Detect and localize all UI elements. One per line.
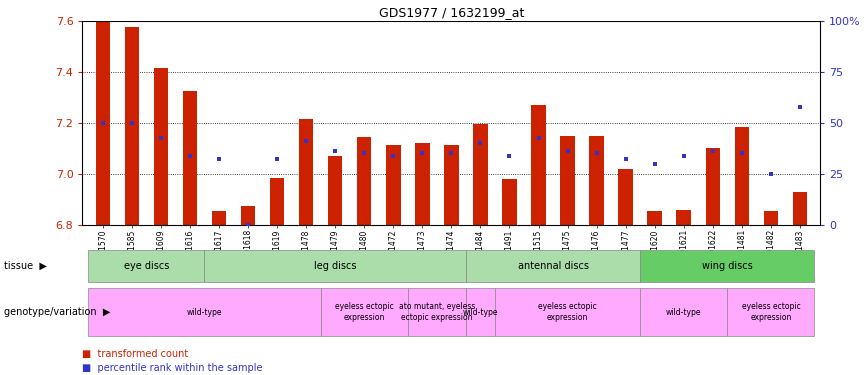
Bar bbox=[618, 169, 633, 225]
Text: wild-type: wild-type bbox=[463, 308, 498, 316]
Bar bbox=[764, 211, 778, 225]
Title: GDS1977 / 1632199_at: GDS1977 / 1632199_at bbox=[378, 6, 524, 20]
Bar bbox=[444, 144, 458, 225]
Bar bbox=[706, 148, 720, 225]
Bar bbox=[641, 288, 727, 336]
Bar bbox=[270, 178, 285, 225]
Text: wild-type: wild-type bbox=[666, 308, 701, 316]
Bar bbox=[89, 250, 205, 282]
Bar bbox=[386, 144, 400, 225]
Bar bbox=[676, 210, 691, 225]
Bar bbox=[205, 250, 466, 282]
Text: antennal discs: antennal discs bbox=[517, 261, 589, 271]
Bar bbox=[320, 288, 408, 336]
Bar bbox=[357, 137, 372, 225]
Text: eye discs: eye discs bbox=[123, 261, 169, 271]
Bar bbox=[560, 136, 575, 225]
Bar bbox=[182, 91, 197, 225]
Bar bbox=[473, 124, 488, 225]
Bar bbox=[495, 288, 641, 336]
Text: tissue  ▶: tissue ▶ bbox=[4, 261, 47, 271]
Bar bbox=[648, 211, 662, 225]
Bar bbox=[503, 179, 516, 225]
Bar bbox=[240, 206, 255, 225]
Bar bbox=[408, 288, 466, 336]
Text: ■  percentile rank within the sample: ■ percentile rank within the sample bbox=[82, 363, 263, 373]
Bar bbox=[328, 156, 343, 225]
Bar bbox=[727, 288, 814, 336]
Text: ato mutant, eyeless
ectopic expression: ato mutant, eyeless ectopic expression bbox=[398, 303, 475, 322]
Bar bbox=[212, 211, 227, 225]
Bar bbox=[89, 288, 320, 336]
Text: wild-type: wild-type bbox=[187, 308, 222, 316]
Text: eyeless ectopic
expression: eyeless ectopic expression bbox=[335, 303, 393, 322]
Bar bbox=[466, 250, 641, 282]
Text: eyeless ectopic
expression: eyeless ectopic expression bbox=[538, 303, 597, 322]
Text: leg discs: leg discs bbox=[314, 261, 357, 271]
Text: eyeless ectopic
expression: eyeless ectopic expression bbox=[741, 303, 800, 322]
Bar bbox=[154, 68, 168, 225]
Text: genotype/variation  ▶: genotype/variation ▶ bbox=[4, 307, 111, 317]
Text: ■  transformed count: ■ transformed count bbox=[82, 350, 188, 359]
Text: wing discs: wing discs bbox=[702, 261, 753, 271]
Bar bbox=[95, 22, 110, 225]
Bar bbox=[734, 127, 749, 225]
Bar bbox=[792, 192, 807, 225]
Bar bbox=[299, 119, 313, 225]
Bar bbox=[125, 27, 139, 225]
Bar bbox=[641, 250, 814, 282]
Bar bbox=[466, 288, 495, 336]
Bar bbox=[589, 136, 604, 225]
Bar bbox=[531, 105, 546, 225]
Bar bbox=[415, 143, 430, 225]
